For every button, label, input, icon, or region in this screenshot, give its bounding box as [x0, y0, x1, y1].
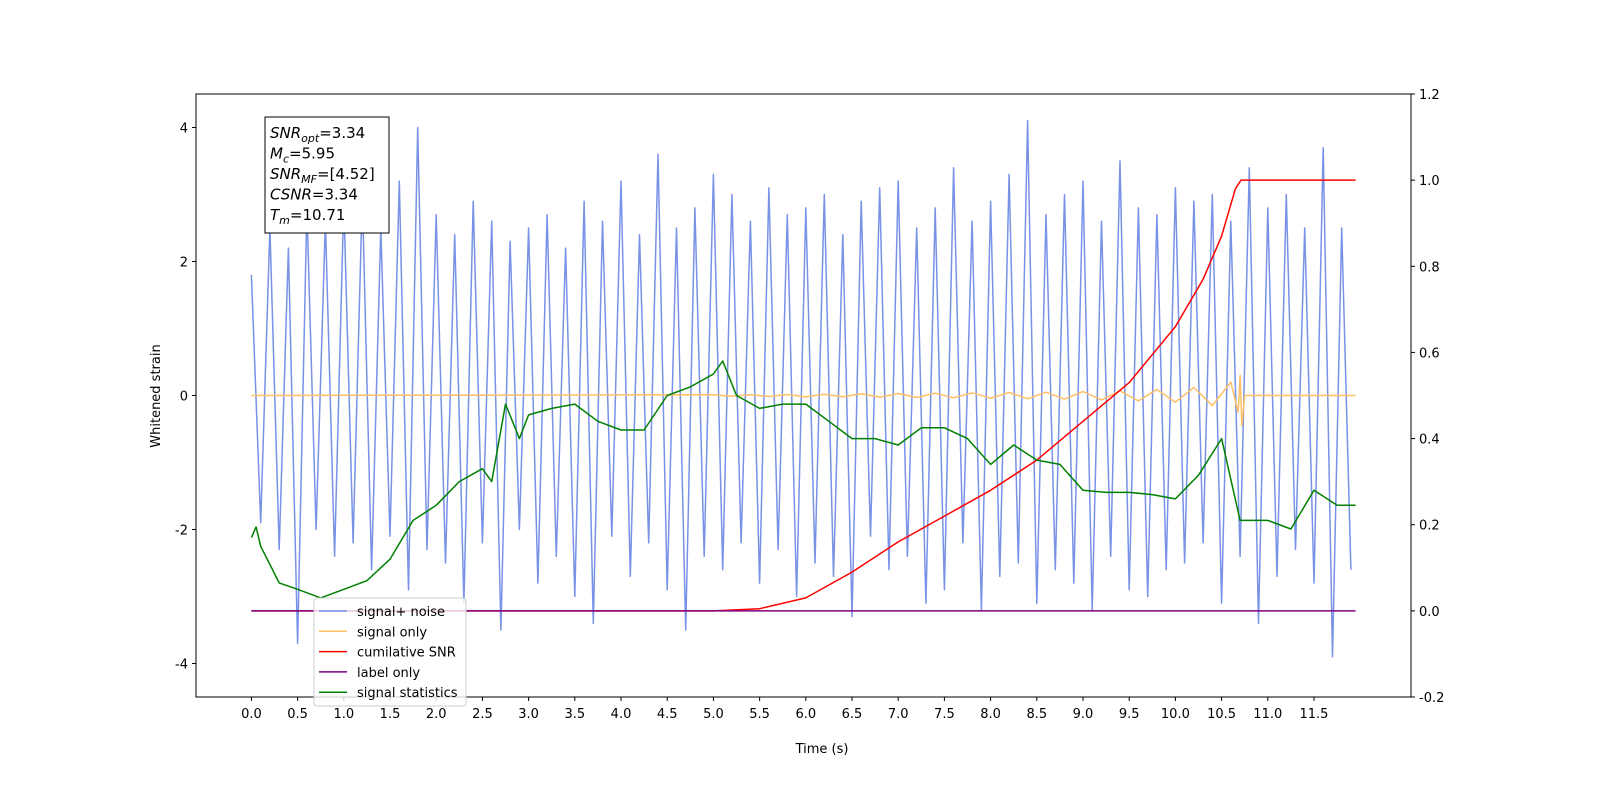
x-tick-label: 6.5: [842, 707, 863, 722]
series-line: [250, 120, 1352, 658]
x-tick-label: 11.0: [1253, 707, 1282, 722]
annotation-line: SNRopt=3.34: [270, 124, 365, 145]
legend-label: signal+ noise: [357, 605, 445, 620]
x-tick-label: 1.5: [380, 707, 401, 722]
annotation-box: [264, 116, 390, 234]
legend-box: [313, 597, 467, 707]
annotation-line: Tm=10.71: [270, 206, 345, 227]
x-tick-label: 7.0: [888, 707, 909, 722]
y-tick-label: 0: [180, 390, 188, 405]
annotation-line: SNRMF=[4.52]: [270, 165, 375, 186]
x-tick-label: 10.0: [1161, 707, 1190, 722]
x-tick-label: 6.0: [795, 707, 816, 722]
legend-label: label only: [357, 666, 420, 681]
legend-label: cumilative SNR: [357, 646, 456, 661]
y2-tick-label: -0.2: [1419, 691, 1444, 706]
text: =10.71: [290, 206, 346, 224]
x-tick-label: 2.0: [426, 707, 447, 722]
annotation-line: CSNR=3.34: [270, 186, 358, 204]
subscript: c: [283, 153, 289, 166]
y-axis-label: Whitened strain: [149, 344, 164, 447]
subscript: opt: [301, 132, 320, 145]
x-tick-label: 11.5: [1300, 707, 1329, 722]
symbol: M: [270, 145, 283, 163]
y-tick-label: 4: [180, 122, 188, 137]
y2-tick-label: 1.0: [1419, 174, 1440, 189]
x-tick-label: 1.0: [333, 707, 354, 722]
x-tick-label: 5.0: [703, 707, 724, 722]
text: =[4.52]: [317, 165, 375, 183]
x-axis-label: Time (s): [795, 742, 849, 757]
x-tick-label: 0.5: [287, 707, 308, 722]
symbol: SNR: [270, 124, 301, 142]
legend: signal+ noise signal only cumilative SNR la…: [313, 597, 467, 707]
y-tick-label: -4: [175, 658, 188, 673]
x-tick-label: 7.5: [934, 707, 955, 722]
x-tick-label: 4.5: [657, 707, 678, 722]
symbol: CSNR: [270, 186, 312, 204]
x-tick-label: 5.5: [749, 707, 770, 722]
x-tick-label: 8.5: [1026, 707, 1047, 722]
text: =3.34: [312, 186, 358, 204]
plot-area: [250, 120, 1356, 658]
x-tick-label: 10.5: [1207, 707, 1236, 722]
annotation: SNRopt=3.34Mc=5.95SNRMF=[4.52]CSNR=3.34T…: [264, 116, 390, 234]
series-line: [250, 360, 1356, 599]
y-tick-label: -2: [175, 524, 188, 539]
subscript: m: [279, 214, 290, 227]
x-tick-label: 0.0: [241, 707, 262, 722]
series-line: [251, 374, 1356, 427]
x-tick-label: 3.5: [564, 707, 585, 722]
y-tick-label: 2: [180, 256, 188, 271]
legend-label: signal statistics: [357, 686, 458, 701]
x-tick-label: 8.0: [980, 707, 1001, 722]
y2-tick-label: 1.2: [1419, 88, 1440, 103]
y2-tick-label: 0.4: [1419, 433, 1440, 448]
x-tick-label: 2.5: [472, 707, 493, 722]
legend-label: signal only: [357, 625, 427, 640]
text: =5.95: [289, 145, 335, 163]
y2-tick-label: 0.6: [1419, 346, 1440, 361]
symbol: T: [270, 206, 281, 224]
y2-tick-label: 0.0: [1419, 605, 1440, 620]
x-tick-label: 9.0: [1073, 707, 1094, 722]
x-tick-label: 3.0: [518, 707, 539, 722]
x-tick-label: 9.5: [1119, 707, 1140, 722]
y2-tick-label: 0.2: [1419, 519, 1440, 534]
symbol: SNR: [270, 165, 301, 183]
text: =3.34: [319, 124, 365, 142]
x-tick-label: 4.0: [611, 707, 632, 722]
subscript: MF: [301, 173, 317, 186]
annotation-line: Mc=5.95: [270, 145, 335, 166]
y2-tick-label: 0.8: [1419, 260, 1440, 275]
